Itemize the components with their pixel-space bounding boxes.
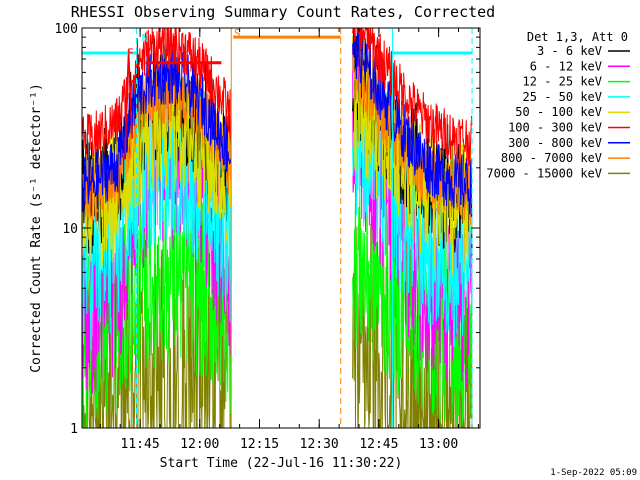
- annotation-label-n: N: [142, 32, 149, 45]
- x-tick-label: 12:00: [180, 437, 219, 452]
- x-axis-label: Start Time (22-Jul-16 11:30:22): [160, 456, 403, 471]
- x-tick-label: 12:45: [359, 437, 398, 452]
- flare-spike: [124, 49, 133, 160]
- annotation-label-f: F: [127, 47, 134, 60]
- y-tick-label: 10: [62, 222, 78, 237]
- series-trace: [352, 27, 473, 217]
- y-tick-label: 1: [70, 422, 78, 437]
- y-axis-label: Corrected Count Rate (s⁻¹ detector⁻¹): [29, 83, 44, 373]
- plot-area: N S F: [81, 27, 473, 429]
- footer-date: 1-Sep-2022 05:09: [550, 468, 637, 478]
- legend-entry: 50 - 100 keV: [515, 105, 602, 119]
- legend-entry: 7000 - 15000 keV: [486, 166, 602, 180]
- legend-entry: 25 - 50 keV: [523, 90, 602, 104]
- x-tick-label: 12:30: [300, 437, 339, 452]
- series-300-800-kev: [81, 27, 473, 217]
- series-trace: [81, 190, 232, 429]
- legend-entry: 100 - 300 keV: [508, 121, 602, 135]
- chart-title: RHESSI Observing Summary Count Rates, Co…: [71, 3, 495, 21]
- x-tick-label: 11:45: [121, 437, 160, 452]
- legend-entry: 300 - 800 keV: [508, 136, 602, 150]
- legend-entry: 6 - 12 keV: [530, 59, 602, 73]
- series-trace: [352, 27, 473, 167]
- legend-header: Det 1,3, Att 0: [527, 30, 628, 44]
- series-trace: [81, 27, 232, 159]
- series-trace: [81, 48, 232, 212]
- series-100-300-kev: [81, 27, 473, 167]
- legend-entry: 12 - 25 keV: [523, 75, 602, 89]
- x-tick-label: 12:15: [240, 437, 279, 452]
- annotation-label-s: S: [234, 27, 241, 40]
- legend-entry: 800 - 7000 keV: [501, 151, 602, 165]
- legend-entry: 3 - 6 keV: [537, 44, 602, 58]
- x-tick-label: 13:00: [419, 437, 458, 452]
- y-tick-label: 100: [55, 22, 78, 37]
- axes: 11:45 12:00 12:15 12:30 12:45 13:00 1 10 100: [55, 22, 481, 452]
